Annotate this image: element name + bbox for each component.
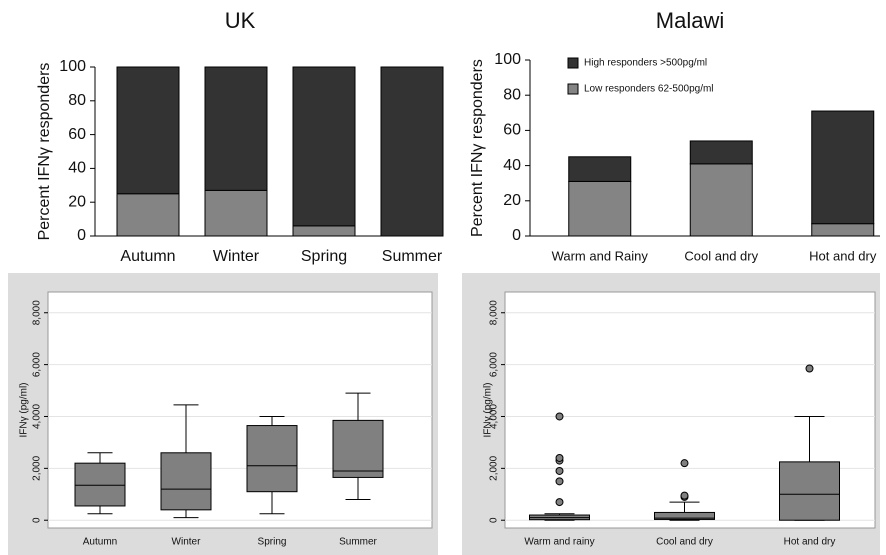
legend-label: High responders >500pg/ml <box>584 58 707 69</box>
legend-swatch <box>567 83 579 95</box>
y-tick-label: 40 <box>68 160 86 177</box>
y-tick-label: 40 <box>503 157 521 174</box>
x-tick-label: Hot and dry <box>784 537 836 548</box>
bar-segment <box>689 140 753 165</box>
bar-segment <box>568 156 632 182</box>
y-axis-label: Percent IFNγ responders <box>469 59 486 237</box>
x-tick-label: Hot and dry <box>809 248 877 263</box>
y-tick-label: 0 <box>512 227 521 244</box>
y-tick-label: 20 <box>503 192 521 209</box>
y-tick-label: 0 <box>489 517 500 523</box>
x-tick-label: Spring <box>301 248 347 265</box>
box <box>332 419 384 478</box>
x-tick-label: Spring <box>258 537 287 548</box>
y-tick-label: 8,000 <box>32 300 43 325</box>
outlier <box>555 466 564 475</box>
bar-segment <box>811 110 875 225</box>
box <box>74 462 126 507</box>
bar-segment <box>811 223 875 237</box>
y-tick-label: 6,000 <box>489 352 500 377</box>
outlier <box>555 412 564 421</box>
outlier <box>680 459 689 468</box>
bar-segment <box>568 180 632 237</box>
y-tick-label: 20 <box>68 193 86 210</box>
x-tick-label: Autumn <box>83 537 117 548</box>
outlier <box>555 453 564 462</box>
x-tick-label: Cool and dry <box>656 537 713 548</box>
box <box>779 461 840 521</box>
y-tick-label: 60 <box>68 126 86 143</box>
x-tick-label: Winter <box>213 248 260 265</box>
box <box>654 511 715 520</box>
bar-segment <box>292 66 356 227</box>
bar-segment <box>204 66 268 191</box>
outlier <box>555 498 564 507</box>
y-tick-label: 100 <box>494 51 521 68</box>
x-tick-label: Summer <box>339 537 377 548</box>
y-tick-label: 4,000 <box>489 404 500 429</box>
y-tick-label: 8,000 <box>489 300 500 325</box>
y-tick-label: 60 <box>503 122 521 139</box>
chart-title: Malawi <box>656 8 724 33</box>
box <box>246 425 298 493</box>
legend-label: Low responders 62-500pg/ml <box>584 84 714 95</box>
outlier <box>680 491 689 500</box>
bar-segment <box>116 193 180 237</box>
y-tick-label: 80 <box>503 86 521 103</box>
y-axis-label: IFNγ (pg/ml) <box>483 383 494 438</box>
bar-segment <box>689 163 753 237</box>
x-tick-label: Cool and dry <box>684 248 758 263</box>
x-tick-label: Warm and rainy <box>524 537 594 548</box>
y-tick-label: 0 <box>32 517 43 523</box>
y-axis-label: Percent IFNγ responders <box>36 63 53 241</box>
x-tick-label: Autumn <box>120 248 175 265</box>
x-tick-label: Winter <box>172 537 202 548</box>
y-tick-label: 2,000 <box>489 455 500 480</box>
y-tick-label: 0 <box>77 227 86 244</box>
legend-swatch <box>567 57 579 69</box>
bar-segment <box>116 66 180 195</box>
y-tick-label: 80 <box>68 92 86 109</box>
x-tick-label: Summer <box>382 248 443 265</box>
y-tick-label: 4,000 <box>32 404 43 429</box>
y-axis-label: IFNγ (pg/ml) <box>19 383 30 438</box>
outlier <box>805 364 814 373</box>
y-tick-label: 100 <box>59 58 86 75</box>
outlier <box>555 477 564 486</box>
box <box>160 452 212 511</box>
x-tick-label: Warm and Rainy <box>552 248 649 263</box>
chart-title: UK <box>225 8 256 33</box>
bar-segment <box>292 225 356 237</box>
y-tick-label: 6,000 <box>32 352 43 377</box>
y-tick-label: 2,000 <box>32 455 43 480</box>
bar-segment <box>380 66 444 237</box>
bar-segment <box>204 189 268 237</box>
